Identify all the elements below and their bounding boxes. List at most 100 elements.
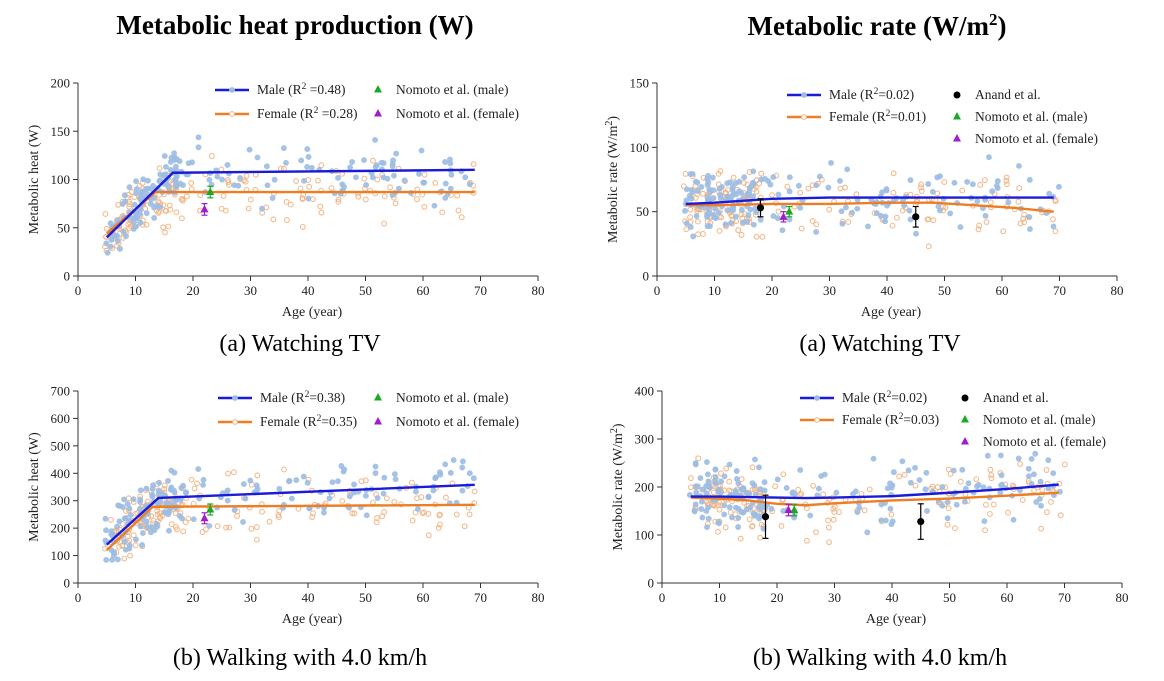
female-data-point — [738, 231, 745, 238]
male-data-point — [104, 249, 111, 256]
male-data-point — [690, 233, 697, 240]
male-data-point — [346, 493, 353, 500]
female-data-point — [934, 484, 941, 491]
column-title-heat: Metabolic heat production (W) — [116, 10, 474, 40]
male-legend-label: Male (R2=0.02) — [842, 390, 927, 405]
male-data-point — [815, 485, 822, 492]
female-data-point — [1031, 487, 1037, 494]
male-data-point — [369, 174, 376, 181]
male-data-point — [947, 210, 954, 217]
male-data-point — [121, 538, 128, 545]
y-tick-label: 500 — [51, 438, 71, 453]
male-data-point — [736, 188, 743, 195]
male-data-point — [916, 477, 923, 483]
female-data-point — [381, 220, 388, 227]
female-data-point — [945, 466, 952, 473]
female-data-point — [339, 497, 346, 504]
female-data-point — [778, 523, 785, 529]
male-data-point — [114, 523, 121, 530]
male-data-point — [163, 163, 169, 170]
male-data-point — [165, 183, 172, 190]
female-data-point — [276, 507, 283, 514]
female-data-point — [132, 542, 139, 549]
nomoto_male-legend-marker — [374, 85, 382, 93]
x-tick-label: 10 — [129, 283, 142, 298]
male-fit-line — [685, 196, 1054, 206]
female-data-point — [830, 516, 837, 523]
male-data-point — [150, 182, 157, 189]
male-data-point — [240, 481, 247, 487]
female-data-point — [987, 199, 994, 206]
female-data-point — [310, 510, 316, 517]
female-data-point — [825, 524, 832, 531]
male-data-point — [247, 477, 254, 484]
x-tick-label: 30 — [244, 590, 257, 605]
male-data-point — [178, 484, 185, 491]
female-data-point — [837, 185, 844, 192]
male-data-point — [334, 478, 341, 485]
female-data-point — [912, 482, 919, 489]
y-tick-label: 150 — [630, 76, 650, 91]
male-data-point — [137, 523, 144, 530]
male-data-point — [789, 489, 796, 496]
female-data-point — [695, 231, 702, 238]
female-legend-label: Female (R2 =0.28) — [257, 106, 357, 121]
male-data-point — [133, 186, 140, 193]
x-axis-label: Age (year) — [282, 305, 343, 320]
female-data-point — [421, 203, 428, 210]
male-data-point — [149, 485, 156, 492]
female-data-point — [293, 178, 300, 184]
male-data-point — [724, 207, 731, 214]
male-data-point — [114, 556, 121, 563]
male-data-point — [716, 486, 723, 493]
male-data-point — [320, 509, 327, 516]
female-data-point — [1021, 211, 1027, 218]
male-data-point — [735, 524, 742, 530]
female-data-point — [183, 193, 190, 200]
male-data-point — [682, 207, 688, 214]
nomoto_male-data-point — [206, 187, 215, 196]
anand-legend-marker — [953, 91, 961, 99]
male-data-point — [807, 512, 814, 519]
female-data-point — [162, 207, 169, 214]
female-data-point — [769, 192, 776, 198]
female-data-point — [161, 486, 168, 493]
male-data-point — [750, 221, 757, 228]
female-data-point — [254, 472, 261, 479]
female-data-point — [220, 192, 227, 199]
male-data-point — [111, 549, 117, 556]
male-data-point — [145, 177, 151, 184]
male-data-point — [786, 216, 793, 223]
male-data-point — [114, 237, 121, 244]
male-data-point — [944, 499, 951, 506]
female-data-point — [1005, 509, 1011, 516]
male-data-point — [1033, 499, 1040, 506]
male-data-point — [103, 527, 109, 534]
female-data-point — [126, 526, 133, 533]
male-data-point — [384, 175, 391, 182]
female-data-point — [108, 516, 114, 523]
male-data-point — [813, 182, 820, 189]
female-data-point — [918, 184, 924, 191]
male-data-point — [738, 508, 745, 515]
male-data-point — [242, 495, 249, 502]
female-data-point — [414, 196, 420, 203]
male-data-point — [883, 186, 890, 193]
male-data-point — [982, 212, 989, 219]
male-data-point — [698, 184, 705, 190]
female-data-point — [1003, 177, 1010, 184]
x-tick-label: 70 — [1053, 283, 1066, 298]
female-data-point — [746, 516, 753, 523]
male-data-point — [770, 174, 777, 181]
female-data-point — [945, 505, 952, 512]
female-data-point — [699, 230, 706, 237]
caption-b-right: (b) Walking with 4.0 km/h — [752, 645, 1008, 671]
male-data-point — [962, 485, 969, 492]
female-data-point — [102, 211, 109, 217]
x-tick-label: 30 — [244, 283, 257, 298]
female-data-point — [889, 222, 896, 229]
male-data-point — [729, 183, 736, 190]
male-data-point — [747, 206, 754, 213]
male-data-point — [442, 180, 449, 187]
male-data-point — [301, 177, 307, 184]
